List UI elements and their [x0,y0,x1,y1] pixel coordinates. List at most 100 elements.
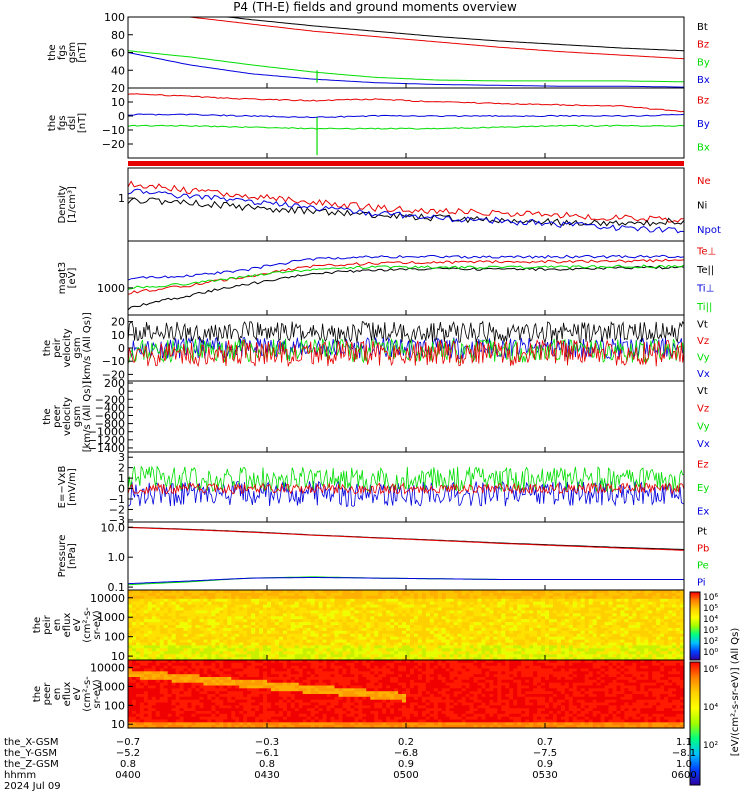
spectrogram-cell [580,604,586,609]
spectrogram-cell [251,604,256,609]
spectrogram-cell [612,645,618,649]
spectrogram-cell [167,694,173,698]
spectrogram-cell [211,665,216,670]
spectrogram-cell [628,625,633,629]
spectrogram-cell [322,682,328,687]
spectrogram-cell [286,590,292,594]
spectrogram-cell [676,616,681,620]
spectrogram-cell [147,619,153,623]
spectrogram-cell [143,622,149,626]
spectrogram-cell [195,592,201,597]
spectrogram-cell [322,696,328,701]
spectrogram-cell [128,708,133,712]
spectrogram-cell [271,685,276,689]
spectrogram-cell [417,627,423,632]
spectrogram-cell [143,592,149,597]
spectrogram-cell [128,642,133,646]
spectrogram-cell [191,630,197,635]
spectrogram-cell [143,685,149,689]
spectrogram-cell [350,651,355,655]
spectrogram-cell [159,708,165,712]
spectrogram-cell [139,665,145,670]
spectrogram-cell [191,677,197,681]
spectrogram-cell [425,645,431,649]
spectrogram-cell [632,592,637,597]
spectrogram-cell [338,636,344,641]
spectrogram-cell [290,630,296,635]
spectrogram-cell [322,607,328,611]
spectrogram-cell [143,590,149,594]
spectrogram-cell [151,677,157,681]
spectrogram-cell [251,668,256,672]
spectrogram-cell [159,633,165,638]
spectrogram-cell [334,665,340,670]
series-line-Bx-fgs_gsm [127,52,684,88]
spectrogram-cell [239,639,244,644]
spectrogram-cell [235,682,240,687]
spectrogram-cell [421,630,427,635]
spectrogram-cell [310,598,316,603]
spectrogram-cell [656,625,661,629]
spectrogram-cell [310,688,316,692]
spectrogram-cell [183,662,189,667]
spectrogram-cell [247,648,252,652]
spectrogram-cell [159,677,165,681]
spectrogram-cell [298,691,304,695]
spectrogram-cell [449,613,455,617]
spectrogram-cell [207,613,212,617]
spectrogram-cell [552,604,558,609]
spectrogram-cell [171,696,177,701]
spectrogram-cell [207,716,212,721]
spectrogram-cell [278,642,284,646]
spectrogram-cell [461,592,467,597]
spectrogram-cell [143,595,149,600]
spectrogram-cell [227,716,232,721]
spectrogram-cell [552,598,558,603]
spectrogram-cell [147,662,153,667]
spectrogram-cell [251,682,256,687]
spectrogram-cell [298,592,304,597]
spectrogram-cell [421,604,427,609]
spectrogram-cell [334,713,340,718]
spectrogram-cell [203,616,209,620]
spectrogram-cell [151,616,157,620]
spectrogram-cell [290,622,296,626]
spectrogram-cell [326,679,332,684]
spectrogram-cell [235,679,240,684]
spectrogram-cell [378,595,383,600]
spectrogram-cell [314,716,320,721]
spectrogram-cell [445,590,451,594]
spectrogram-cell [223,590,228,594]
spectrogram-cell [648,590,653,594]
spectrogram-cell [282,625,288,629]
spectrogram-cell [255,622,260,626]
spectrogram-cell [465,642,471,646]
spectrogram-cell [155,633,161,638]
spectrogram-cell [132,702,137,706]
spectrogram-cell [676,657,681,661]
spectrogram-cell [159,725,165,729]
spectrogram-cell [326,668,332,672]
spectrogram-cell [314,619,320,623]
spectrogram-cell [584,636,590,641]
spectrogram-cell [612,622,618,626]
spectrogram-cell [207,719,212,723]
spectrogram-cell [628,636,633,641]
spectrogram-cell [151,604,157,609]
spectrogram-cell [187,619,193,623]
spectrogram-cell [290,699,296,704]
spectrogram-cell [374,622,379,626]
spectrogram-cell [223,613,228,617]
spectrogram-cell [231,607,236,611]
spectrogram-cell [541,648,546,652]
spectrogram-cell [187,677,193,681]
spectrogram-cell [298,677,304,681]
spectrogram-cell [417,625,423,629]
spectrogram-cell [608,622,614,626]
spectrogram-cell [282,699,288,704]
spectrogram-cell [413,654,419,658]
spectrogram-cell [235,719,240,723]
spectrogram-cell [497,610,502,614]
spectrogram-cell [310,604,316,609]
spectrogram-cell [604,625,610,629]
